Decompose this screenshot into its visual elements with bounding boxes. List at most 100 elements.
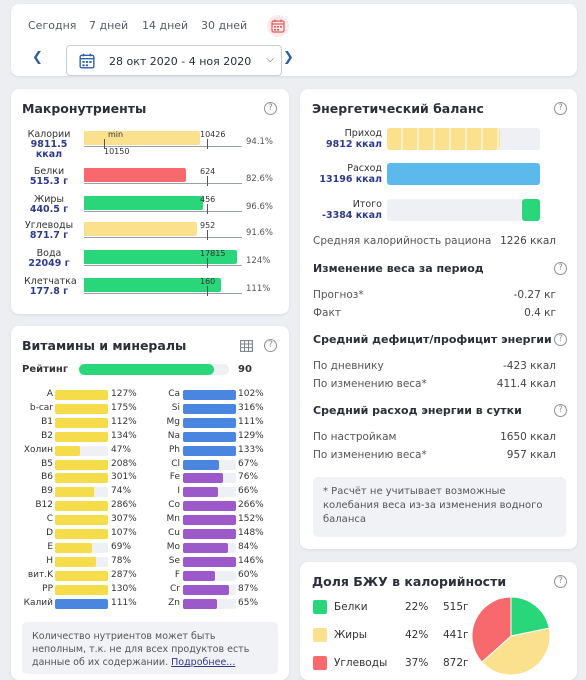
macro-pct: 82.6% xyxy=(246,174,274,184)
nutrient-bar xyxy=(183,515,236,526)
nutrient-pct: 67% xyxy=(238,458,259,469)
macro-value: 871.7 г xyxy=(29,230,69,241)
income-bar-fill xyxy=(387,128,501,150)
macro-bar-fill xyxy=(84,222,197,236)
daily-expense-title: Средний расход энергии в сутки xyxy=(313,404,522,417)
date-range-select[interactable]: 28 окт 2020 - 4 ноя 2020 ⌵ xyxy=(66,45,282,76)
nutrient-bar-fill xyxy=(183,431,236,442)
by-settings-label: По настройкам xyxy=(313,431,397,443)
macro-label: Вода 22049 г xyxy=(24,249,74,269)
nutrient-pct: 69% xyxy=(111,541,132,552)
nutrient-name: Cl xyxy=(171,458,180,469)
macro-target-value: 624 xyxy=(200,167,216,176)
nutrient-pct: 133% xyxy=(238,444,264,455)
chevron-left-icon[interactable]: ❮ xyxy=(32,50,43,65)
more-link[interactable]: Подробнее... xyxy=(171,657,236,668)
income-label: Приход 9812 ккал xyxy=(312,128,382,150)
table-icon[interactable] xyxy=(240,340,253,352)
macro-label: Жиры 440.5 г xyxy=(24,195,74,215)
help-icon[interactable]: ? xyxy=(554,102,567,115)
help-icon[interactable]: ? xyxy=(264,339,277,352)
nutrient-name: Cu xyxy=(168,528,180,538)
macro-name: Углеводы xyxy=(24,220,74,231)
macro-bar-fill xyxy=(84,278,221,292)
nutrient-bar-fill xyxy=(55,459,108,470)
nutrient-bar xyxy=(183,417,236,428)
tab-7-days[interactable]: 7 дней xyxy=(89,19,129,32)
nutrient-bar xyxy=(55,584,108,595)
nutrient-name: Холин xyxy=(23,444,53,455)
by-diary-value: -423 ккал xyxy=(503,360,556,372)
nutrient-bar xyxy=(55,431,108,442)
nutrient-bar-fill xyxy=(183,570,215,581)
vitamins-note: Количество нутриентов может быть неполны… xyxy=(22,622,278,674)
nutrient-name: b-car xyxy=(29,402,53,413)
macro-bar-track xyxy=(84,131,236,145)
nutrient-name: Co xyxy=(168,500,180,511)
energy-title: Энергетический баланс xyxy=(312,101,484,116)
nutrient-bar xyxy=(55,598,108,609)
help-icon[interactable]: ? xyxy=(554,333,567,346)
macro-target-tick xyxy=(207,286,208,296)
nutrient-bar xyxy=(55,487,108,498)
nutrient-bar-fill xyxy=(55,501,108,512)
by-weight2-value: 957 ккал xyxy=(506,449,556,461)
nutrient-name: Ph xyxy=(168,444,180,455)
nutrient-name: B9 xyxy=(41,486,53,497)
help-icon[interactable]: ? xyxy=(264,102,277,115)
nutrient-name: Mo xyxy=(166,541,180,552)
chevron-right-icon[interactable]: ❯ xyxy=(283,50,294,65)
help-icon[interactable]: ? xyxy=(554,575,567,588)
nutrient-bar-fill xyxy=(55,598,108,609)
macro-min-label: min xyxy=(108,130,124,139)
tab-today[interactable]: Сегодня xyxy=(28,19,77,32)
bju-pie-slice xyxy=(481,627,551,676)
nutrient-name: B2 xyxy=(41,430,53,441)
tab-14-days[interactable]: 14 дней xyxy=(142,19,189,32)
calendar-icon xyxy=(79,53,95,69)
income-value: 9812 ккал xyxy=(325,139,382,150)
nutrient-bar xyxy=(183,501,236,512)
vitamins-title: Витамины и минералы xyxy=(22,338,187,353)
tab-30-days[interactable]: 30 дней xyxy=(201,19,248,32)
nutrient-bar-fill xyxy=(183,501,236,512)
nutrient-name: вит.K xyxy=(27,569,53,580)
nutrient-pct: 66% xyxy=(238,486,259,497)
nutrient-pct: 74% xyxy=(111,486,132,497)
calendar-icon xyxy=(271,19,285,33)
nutrient-bar-fill xyxy=(55,570,108,581)
macro-value: 515.3 г xyxy=(29,176,69,187)
nutrient-name: E xyxy=(47,541,53,552)
macro-name: Белки xyxy=(33,166,65,177)
macro-bar-fill xyxy=(84,131,200,145)
macro-pct: 111% xyxy=(246,284,271,294)
nutrient-pct: 146% xyxy=(238,555,264,566)
help-icon[interactable]: ? xyxy=(554,262,567,275)
nutrient-pct: 130% xyxy=(111,583,137,594)
bju-grams: 441г xyxy=(443,629,469,641)
macro-bar-fill xyxy=(84,250,237,264)
forecast-label: Прогноз* xyxy=(313,289,364,301)
total-value: -3384 ккал xyxy=(322,210,382,221)
forecast-value: -0.27 кг xyxy=(513,289,556,301)
nutrient-bar xyxy=(55,501,108,512)
nutrient-name: Fe xyxy=(169,472,180,483)
nutrient-bar xyxy=(183,403,236,414)
macro-name: Калории xyxy=(27,129,71,140)
macro-target-value: 10426 xyxy=(200,130,226,139)
macro-target-tick xyxy=(207,139,208,149)
nutrient-pct: 129% xyxy=(238,430,264,441)
nutrient-pct: 107% xyxy=(111,528,137,538)
nutrient-bar-fill xyxy=(183,473,224,484)
calendar-button[interactable] xyxy=(267,15,289,37)
bju-swatch xyxy=(313,628,327,642)
nutrient-bar xyxy=(183,570,236,581)
nutrient-pct: 316% xyxy=(238,402,264,413)
nutrient-pct: 287% xyxy=(111,569,137,580)
nutrient-bar-fill xyxy=(55,473,108,484)
macro-axis-line xyxy=(84,146,242,147)
help-icon[interactable]: ? xyxy=(554,404,567,417)
nutrient-bar xyxy=(55,417,108,428)
nutrient-bar xyxy=(55,529,108,539)
nutrient-bar-fill xyxy=(55,487,95,498)
